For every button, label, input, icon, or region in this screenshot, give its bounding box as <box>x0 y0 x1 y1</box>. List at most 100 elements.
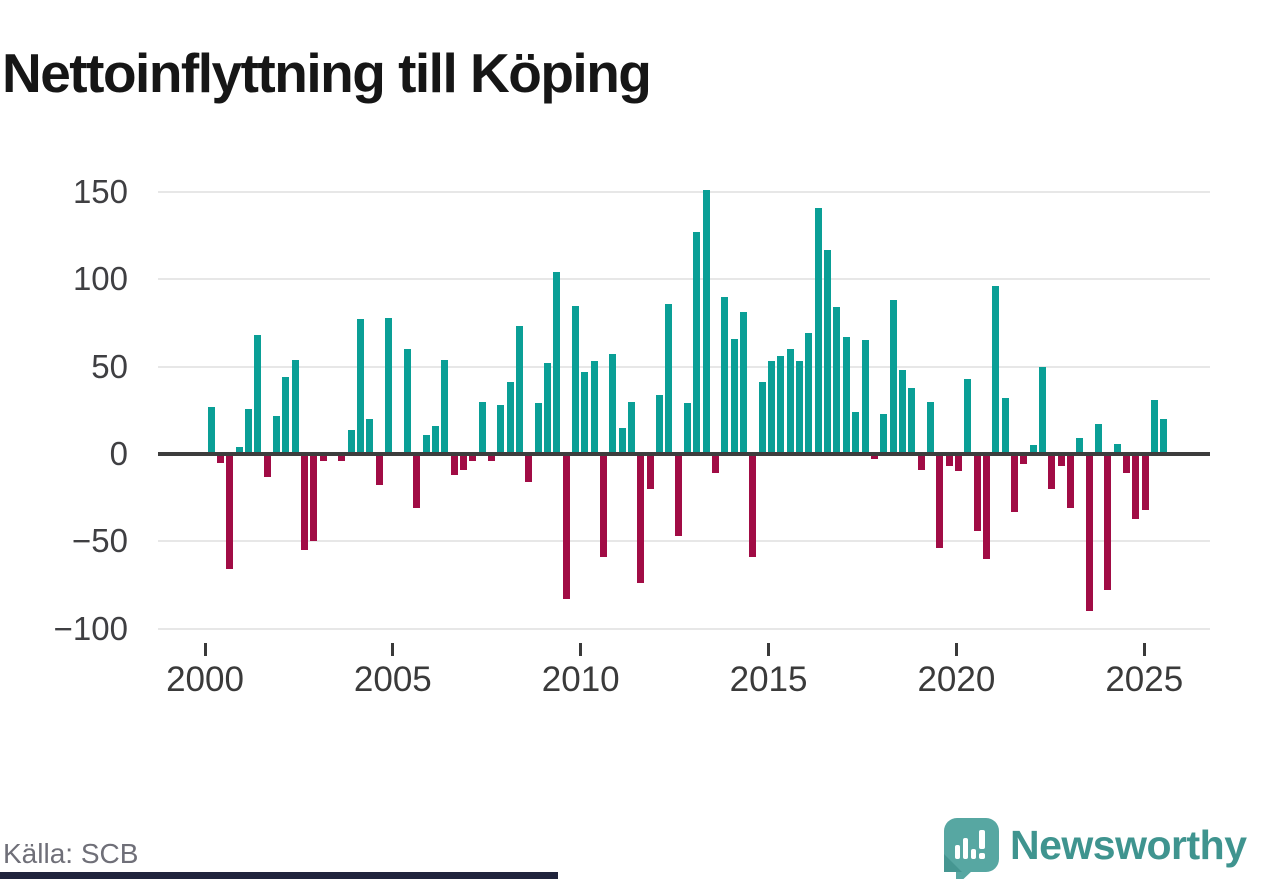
bar-2006-q3 <box>450 454 458 475</box>
bar-2008-q1 <box>506 382 514 454</box>
bar-2002-q2 <box>291 359 299 454</box>
newsworthy-wordmark: Newsworthy <box>1010 822 1247 868</box>
bar-2017-q2 <box>852 412 860 454</box>
bar-2019-q1 <box>917 454 925 470</box>
bar-2010-q3 <box>599 454 607 558</box>
bar-2006-q4 <box>459 454 467 470</box>
bar-2004-q4 <box>385 317 393 454</box>
bar-2020-q3 <box>973 454 981 531</box>
x-axis-tick <box>767 643 771 656</box>
x-axis-tick <box>954 643 958 656</box>
x-axis-tick <box>391 643 395 656</box>
x-axis-tick <box>1142 643 1146 656</box>
bar-2024-q4 <box>1132 454 1140 519</box>
bar-2012-q1 <box>656 394 664 454</box>
bar-2012-q3 <box>674 454 682 537</box>
bar-2018-q4 <box>908 387 916 454</box>
bar-2015-q1 <box>768 361 776 454</box>
y-axis-tick-label: 150 <box>72 172 128 210</box>
bar-2000-q3 <box>226 454 234 570</box>
logo-chart-bar-icon <box>955 845 960 859</box>
bar-2016-q4 <box>833 307 841 454</box>
bar-2022-q4 <box>1057 454 1065 467</box>
bar-2023-q4 <box>1095 424 1102 454</box>
bar-2002-q3 <box>301 454 309 551</box>
x-axis-tick <box>203 643 207 656</box>
bar-2001-q4 <box>273 415 281 454</box>
bar-2000-q4 <box>235 447 243 454</box>
bar-2006-q1 <box>431 426 439 454</box>
bar-2022-q3 <box>1048 454 1056 489</box>
bar-2021-q3 <box>1010 454 1018 512</box>
x-axis-year-label: 2005 <box>353 660 432 699</box>
bar-2021-q4 <box>1020 454 1028 465</box>
logo-chart-bar-icon <box>963 838 968 859</box>
newsworthy-speech-bubble-chart-icon <box>944 818 999 879</box>
chart-title: Nettoinflyttning till Köping <box>2 41 652 104</box>
bar-2013-q4 <box>721 296 729 454</box>
bar-2000-q1 <box>207 406 215 454</box>
bar-2025-q2 <box>1151 399 1159 454</box>
bar-2004-q1 <box>357 319 365 454</box>
bar-2008-q3 <box>525 454 533 482</box>
bar-2007-q3 <box>487 454 495 461</box>
bar-2025-q3 <box>1160 419 1168 454</box>
bar-2015-q4 <box>796 361 804 454</box>
bar-2005-q2 <box>403 349 411 454</box>
logo-chart-bar-icon <box>971 849 976 859</box>
x-axis-tick <box>579 643 583 656</box>
bar-2023-q2 <box>1076 438 1084 454</box>
bar-2016-q1 <box>805 333 813 454</box>
bar-2011-q4 <box>646 454 654 489</box>
bar-2015-q2 <box>777 356 785 454</box>
bar-2009-q1 <box>543 363 551 454</box>
speech-bubble-tail <box>956 870 973 879</box>
bar-2001-q3 <box>263 454 271 477</box>
bar-2010-q2 <box>590 361 598 454</box>
bar-2007-q1 <box>469 454 477 461</box>
bar-2004-q2 <box>366 419 374 454</box>
bar-2003-q4 <box>347 429 355 454</box>
bar-2016-q3 <box>824 249 832 454</box>
x-axis-year-label: 2020 <box>917 660 996 699</box>
bar-2021-q2 <box>1001 398 1009 454</box>
bar-2015-q3 <box>786 349 794 454</box>
bar-2012-q4 <box>684 403 692 454</box>
bar-2024-q1 <box>1104 454 1112 591</box>
bar-2009-q2 <box>553 272 561 454</box>
bar-2017-q3 <box>861 340 869 454</box>
bar-2000-q2 <box>217 454 225 463</box>
gridline <box>158 190 1210 193</box>
gridline <box>158 278 1210 281</box>
bar-2011-q3 <box>637 454 645 584</box>
bar-2011-q2 <box>628 401 635 454</box>
bar-2020-q4 <box>982 454 990 559</box>
bar-2019-q4 <box>945 454 953 467</box>
bar-2018-q1 <box>880 413 888 454</box>
bar-2017-q1 <box>842 336 850 454</box>
bar-2003-q3 <box>338 454 346 461</box>
bottom-accent-strip <box>0 872 558 879</box>
y-axis-tick-label: 0 <box>109 435 128 472</box>
bar-2014-q1 <box>730 338 738 454</box>
x-axis-year-label: 2025 <box>1105 660 1184 699</box>
bar-2002-q1 <box>282 377 290 454</box>
bar-2014-q4 <box>758 382 766 454</box>
bar-2002-q4 <box>310 454 318 542</box>
x-axis-year-label: 2000 <box>166 660 244 699</box>
bar-2006-q2 <box>441 359 449 454</box>
bar-2007-q4 <box>497 405 505 454</box>
bar-2014-q3 <box>749 454 757 558</box>
bar-2017-q4 <box>870 454 878 460</box>
bar-2005-q3 <box>413 454 421 509</box>
x-axis-year-label: 2010 <box>541 660 620 699</box>
bar-2023-q1 <box>1066 454 1074 509</box>
bar-2024-q2 <box>1113 443 1121 454</box>
bar-2022-q2 <box>1038 366 1046 454</box>
bar-2020-q1 <box>954 454 962 472</box>
x-axis-year-label: 2015 <box>729 660 808 699</box>
bar-2003-q1 <box>319 454 327 461</box>
bar-2012-q2 <box>665 303 673 454</box>
bar-2009-q3 <box>562 454 570 599</box>
